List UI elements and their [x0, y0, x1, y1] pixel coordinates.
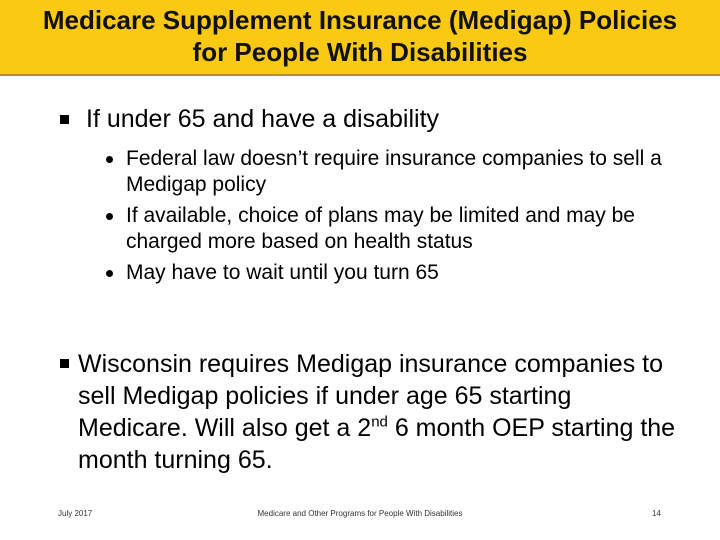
- bullet-disability: If under 65 and have a disability: [60, 104, 700, 135]
- sub-bullet-text: If available, choice of plans may be lim…: [126, 204, 635, 253]
- footer-title: Medicare and Other Programs for People W…: [257, 509, 463, 518]
- round-bullet-icon: [106, 213, 113, 220]
- ordinal-suffix: nd: [371, 413, 388, 431]
- round-bullet-icon: [106, 270, 113, 277]
- wisconsin-text-end: 6 month OEP starting the month turning 6…: [78, 414, 676, 474]
- bullet-disability-text: If under 65 and have a disability: [86, 105, 440, 133]
- sub-bullet-list: Federal law doesn’t require insurance co…: [104, 146, 684, 291]
- bullet-wisconsin: Wisconsin requires Medigap insurance com…: [60, 348, 680, 476]
- title-banner: Medicare Supplement Insurance (Medigap) …: [0, 0, 720, 76]
- round-bullet-icon: [106, 156, 113, 163]
- title-line-2: for People With Disabilities: [192, 37, 528, 67]
- sub-bullet-text: May have to wait until you turn 65: [126, 261, 439, 284]
- sub-bullet-plan-choice: If available, choice of plans may be lim…: [104, 203, 684, 255]
- slide-title: Medicare Supplement Insurance (Medigap) …: [0, 0, 720, 68]
- sub-bullet-text: Federal law doesn’t require insurance co…: [126, 147, 662, 196]
- footer-date: July 2017: [58, 509, 93, 518]
- square-bullet-icon: [60, 115, 69, 124]
- square-bullet-icon: [60, 359, 69, 368]
- page-number: 14: [652, 509, 661, 518]
- sub-bullet-wait: May have to wait until you turn 65: [104, 260, 684, 286]
- sub-bullet-federal-law: Federal law doesn’t require insurance co…: [104, 146, 684, 198]
- wisconsin-text-main: Wisconsin requires Medigap insurance com…: [78, 350, 664, 442]
- bullet-wisconsin-text: Wisconsin requires Medigap insurance com…: [60, 348, 680, 476]
- title-line-1: Medicare Supplement Insurance (Medigap) …: [42, 5, 678, 35]
